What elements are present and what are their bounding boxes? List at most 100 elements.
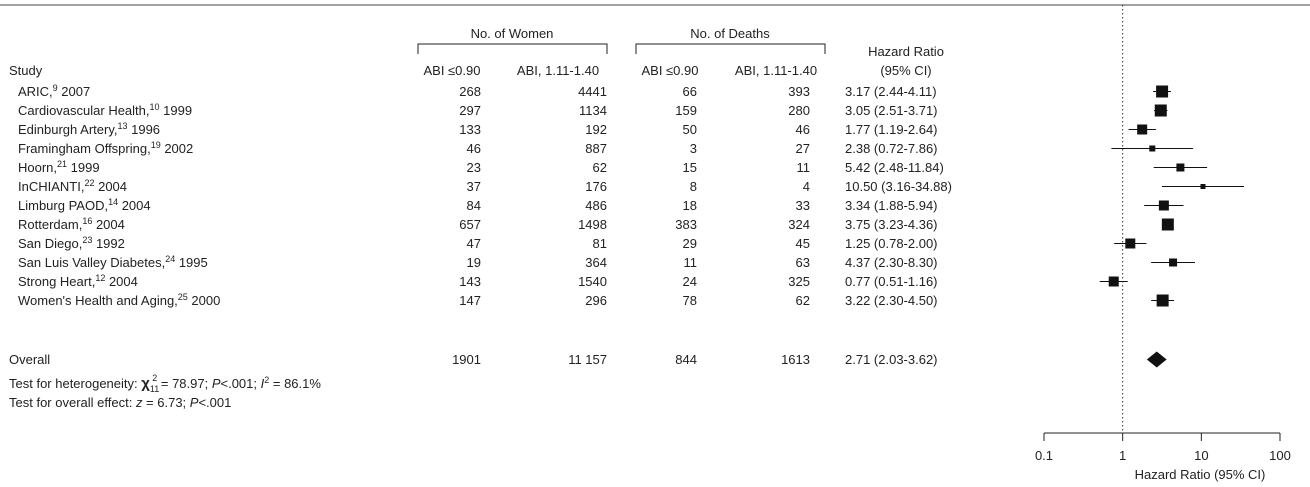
women-abi-normal: 1540 xyxy=(578,274,607,289)
deaths-abi-low: 50 xyxy=(683,122,697,137)
women-abi-normal: 192 xyxy=(585,122,607,137)
women-abi-normal: 1498 xyxy=(578,217,607,232)
women-abi-low: 19 xyxy=(467,255,481,270)
x-axis: 0.1 1 10 100 xyxy=(1035,5,1291,463)
study-name: Edinburgh Artery,13 1996 xyxy=(18,121,160,137)
women-abi-normal: 887 xyxy=(585,141,607,156)
overall-deaths-abi-normal: 1613 xyxy=(781,352,810,367)
hazard-ratio-ci: 3.75 (3.23-4.36) xyxy=(845,217,938,232)
hazard-ratio-ci: 0.77 (0.51-1.16) xyxy=(845,274,938,289)
header-study: Study xyxy=(9,63,43,78)
hr-square-marker xyxy=(1161,218,1174,231)
deaths-abi-normal: 45 xyxy=(796,236,810,251)
header-women-abi-normal: ABI, 1.11-1.40 xyxy=(517,63,599,78)
women-abi-low: 46 xyxy=(467,141,481,156)
hr-square-marker xyxy=(1154,104,1167,117)
forest-marks xyxy=(1099,85,1245,368)
deaths-abi-normal: 27 xyxy=(796,141,810,156)
hr-square-marker xyxy=(1125,238,1136,249)
women-abi-normal: 1134 xyxy=(579,103,607,118)
overall-women-abi-normal: 11 157 xyxy=(568,352,607,367)
header-hr-line2: (95% CI) xyxy=(880,63,931,78)
hr-square-marker xyxy=(1156,85,1169,98)
women-abi-normal: 176 xyxy=(585,179,607,194)
women-abi-low: 297 xyxy=(459,103,481,118)
women-abi-normal: 62 xyxy=(593,160,607,175)
study-name: Framingham Offspring,19 2002 xyxy=(18,140,193,156)
overall-deaths-abi-low: 844 xyxy=(675,352,697,367)
study-name: Strong Heart,12 2004 xyxy=(18,273,138,289)
hr-square-marker xyxy=(1200,184,1206,189)
hr-square-marker xyxy=(1108,276,1119,287)
hr-square-marker xyxy=(1137,124,1148,135)
study-name: Hoorn,21 1999 xyxy=(18,159,100,175)
deaths-abi-normal: 46 xyxy=(796,122,810,137)
deaths-abi-low: 15 xyxy=(683,160,697,175)
deaths-abi-low: 18 xyxy=(683,198,697,213)
axis-tick-label: 100 xyxy=(1269,448,1291,463)
study-name: ARIC,9 2007 xyxy=(18,83,90,99)
deaths-abi-normal: 280 xyxy=(788,103,810,118)
overall-hazard-ratio-ci: 2.71 (2.03-3.62) xyxy=(845,352,938,367)
hr-square-marker xyxy=(1169,258,1178,267)
deaths-abi-low: 66 xyxy=(683,84,697,99)
women-abi-low: 84 xyxy=(467,198,481,213)
study-name: InCHIANTI,22 2004 xyxy=(18,178,127,194)
deaths-abi-normal: 4 xyxy=(803,179,810,194)
women-abi-normal: 81 xyxy=(593,236,607,251)
study-name: Cardiovascular Health,10 1999 xyxy=(18,102,192,118)
axis-tick-label: 0.1 xyxy=(1035,448,1053,463)
study-name: Rotterdam,16 2004 xyxy=(18,216,125,232)
women-abi-normal: 364 xyxy=(585,255,607,270)
header-deaths-group: No. of Deaths xyxy=(690,26,770,41)
overall-women-abi-low: 1901 xyxy=(452,352,481,367)
hazard-ratio-ci: 2.38 (0.72-7.86) xyxy=(845,141,938,156)
women-abi-low: 23 xyxy=(467,160,481,175)
header-women-abi-low: ABI ≤0.90 xyxy=(423,63,480,78)
deaths-abi-normal: 11 xyxy=(797,160,811,175)
header-deaths-abi-low: ABI ≤0.90 xyxy=(641,63,698,78)
deaths-abi-low: 3 xyxy=(690,141,697,156)
header-hr-line1: Hazard Ratio xyxy=(868,44,944,59)
women-abi-low: 133 xyxy=(459,122,481,137)
header-women-group: No. of Women xyxy=(471,26,554,41)
women-abi-normal: 4441 xyxy=(578,84,607,99)
hr-square-marker xyxy=(1158,200,1169,211)
axis-tick-label: 10 xyxy=(1194,448,1208,463)
deaths-abi-low: 11 xyxy=(684,255,698,270)
deaths-abi-normal: 63 xyxy=(796,255,810,270)
women-abi-low: 657 xyxy=(459,217,481,232)
hr-square-marker xyxy=(1176,163,1185,172)
hr-square-marker xyxy=(1149,145,1156,152)
deaths-abi-low: 8 xyxy=(690,179,697,194)
hazard-ratio-ci: 5.42 (2.48-11.84) xyxy=(845,160,944,175)
hazard-ratio-ci: 1.25 (0.78-2.00) xyxy=(845,236,938,251)
hazard-ratio-ci: 1.77 (1.19-2.64) xyxy=(845,122,938,137)
x-axis-label: Hazard Ratio (95% CI) xyxy=(1135,467,1266,482)
study-rows: ARIC,9 2007 268 4441 66 393 3.17 (2.44-4.11) C… xyxy=(9,83,952,367)
women-abi-normal: 296 xyxy=(585,293,607,308)
women-abi-low: 143 xyxy=(459,274,481,289)
bracket-women xyxy=(417,43,608,54)
deaths-abi-low: 159 xyxy=(675,103,697,118)
women-abi-low: 37 xyxy=(467,179,481,194)
deaths-abi-normal: 62 xyxy=(796,293,810,308)
hazard-ratio-ci: 3.22 (2.30-4.50) xyxy=(845,293,938,308)
hazard-ratio-ci: 3.05 (2.51-3.71) xyxy=(845,103,938,118)
women-abi-normal: 486 xyxy=(585,198,607,213)
deaths-abi-low: 383 xyxy=(675,217,697,232)
women-abi-low: 268 xyxy=(459,84,481,99)
header-deaths-abi-normal: ABI, 1.11-1.40 xyxy=(735,63,817,78)
deaths-abi-normal: 33 xyxy=(796,198,810,213)
study-name: Women's Health and Aging,25 2000 xyxy=(18,292,220,308)
deaths-abi-normal: 393 xyxy=(788,84,810,99)
overall-label: Overall xyxy=(9,352,50,367)
study-name: San Diego,23 1992 xyxy=(18,235,125,251)
bracket-deaths xyxy=(635,43,826,54)
hazard-ratio-ci: 4.37 (2.30-8.30) xyxy=(845,255,938,270)
overall-diamond-marker xyxy=(1146,351,1167,368)
axis-tick-label: 1 xyxy=(1119,448,1126,463)
deaths-abi-normal: 324 xyxy=(788,217,810,232)
hr-square-marker xyxy=(1156,294,1169,307)
